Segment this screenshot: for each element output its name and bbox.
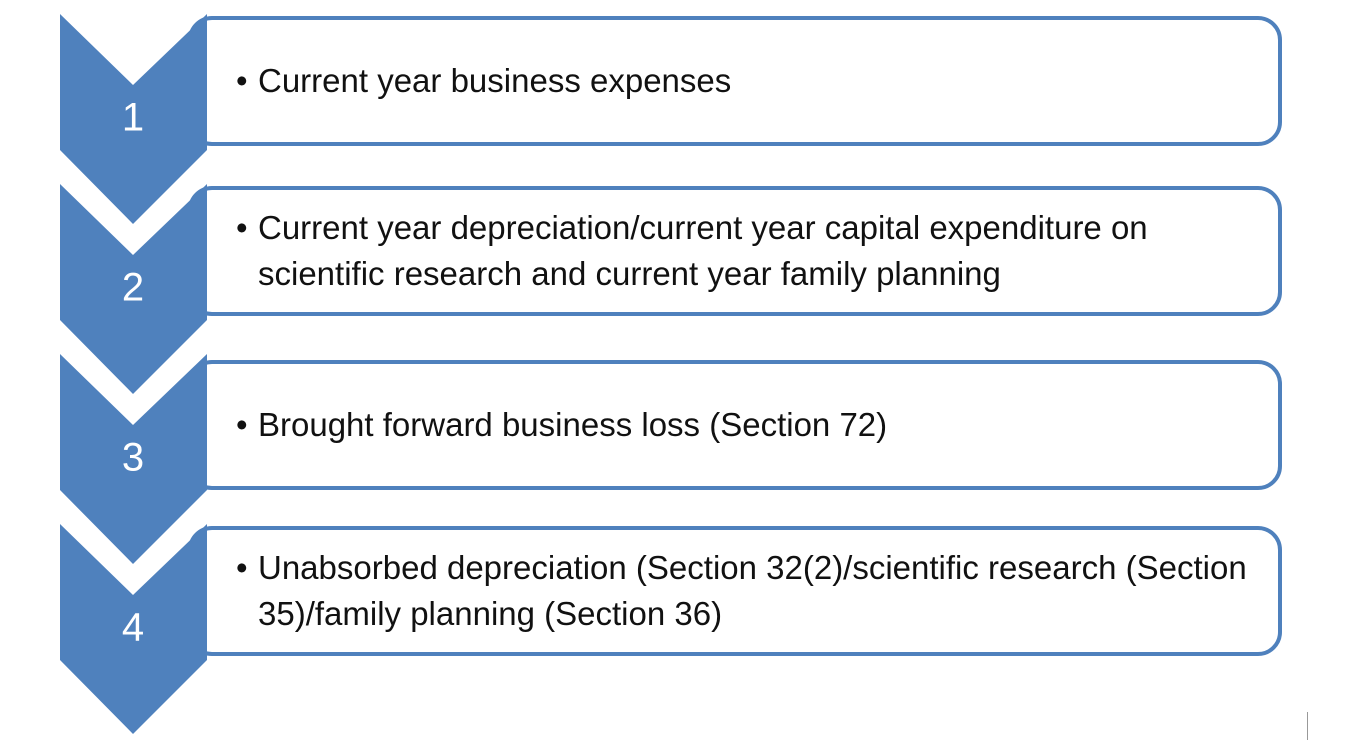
chevron [60, 14, 207, 224]
step-box: Current year depreciation/current year c… [188, 186, 1282, 316]
chevron [60, 524, 207, 734]
step-box: Brought forward business loss (Section 7… [188, 360, 1282, 490]
step-text: Unabsorbed depreciation (Section 32(2)/s… [236, 545, 1264, 637]
step-number: 2 [122, 266, 144, 310]
chevron [60, 354, 207, 564]
step-text: Brought forward business loss (Section 7… [236, 402, 887, 448]
step-box: Current year business expenses [188, 16, 1282, 146]
step-number: 1 [122, 96, 144, 140]
step-number: 4 [122, 606, 144, 650]
step-number: 3 [122, 436, 144, 480]
step-box: Unabsorbed depreciation (Section 32(2)/s… [188, 526, 1282, 656]
step-text: Current year depreciation/current year c… [236, 205, 1264, 297]
step-text: Current year business expenses [236, 58, 731, 104]
divider [1307, 712, 1308, 740]
chevron [60, 184, 207, 394]
